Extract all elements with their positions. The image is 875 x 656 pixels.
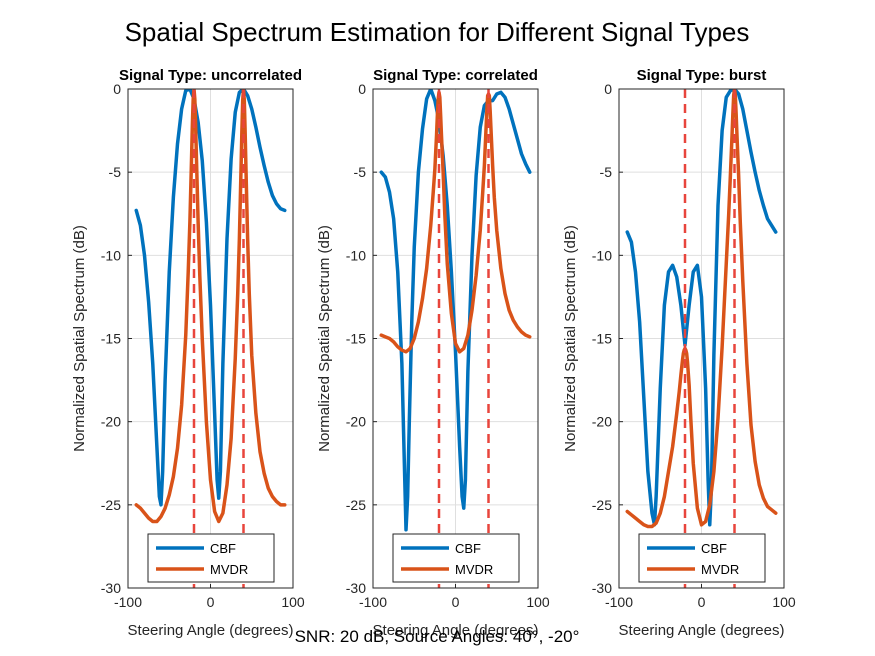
x-tick-label: 0 [698, 594, 706, 610]
series-line-cbf [134, 89, 287, 507]
panel-2: -100 0 100 -30 -25 -20 -15 -10 -5 0 Signal Type: c… [316, 67, 550, 639]
plot-content [134, 89, 287, 588]
y-tick-label: -5 [354, 164, 367, 180]
y-tick-label: -20 [101, 414, 121, 430]
y-tick-label: 0 [604, 81, 612, 97]
series-line-cbf [625, 89, 778, 527]
legend-label: CBF [455, 541, 481, 556]
legend-label: MVDR [210, 562, 248, 577]
y-tick-label: 0 [113, 81, 121, 97]
x-axis-label: Steering Angle (degrees) [128, 622, 294, 639]
y-tick-label: -25 [346, 497, 366, 513]
y-tick-label: -20 [346, 414, 366, 430]
y-tick-label: -15 [592, 331, 612, 347]
plot-content [379, 89, 532, 588]
x-tick-label: 100 [281, 594, 305, 610]
y-tick-label: 0 [358, 81, 366, 97]
x-tick-label: 0 [452, 594, 460, 610]
legend: CBF MVDR [147, 533, 275, 583]
figure-title: Spatial Spectrum Estimation for Differen… [125, 17, 750, 47]
panel-title: Signal Type: burst [637, 67, 767, 84]
figure-footer: SNR: 20 dB, Source Angles: 40°, -20° [295, 627, 580, 646]
series-line-mvdr [625, 89, 778, 529]
x-tick-label: 100 [772, 594, 796, 610]
legend-label: MVDR [701, 562, 739, 577]
y-tick-label: -5 [109, 164, 122, 180]
series-line-mvdr [134, 89, 287, 524]
x-tick-label: 0 [207, 594, 215, 610]
y-tick-label: -30 [101, 580, 121, 596]
y-tick-label: -15 [346, 331, 366, 347]
legend-box [638, 533, 766, 583]
y-tick-label: -10 [592, 247, 612, 263]
series-line-mvdr [379, 90, 532, 354]
panel-title: Signal Type: correlated [373, 67, 538, 84]
legend-label: MVDR [455, 562, 493, 577]
legend-box [147, 533, 275, 583]
x-tick-label: -100 [114, 594, 142, 610]
x-tick-label: 100 [526, 594, 550, 610]
y-axis-label: Normalized Spatial Spectrum (dB) [71, 225, 88, 452]
panel-title: Signal Type: uncorrelated [119, 67, 302, 84]
x-axis-label: Steering Angle (degrees) [373, 622, 539, 639]
x-axis-label: Steering Angle (degrees) [619, 622, 785, 639]
legend: CBF MVDR [392, 533, 520, 583]
y-tick-label: -20 [592, 414, 612, 430]
y-tick-label: -5 [600, 164, 613, 180]
plot-content [625, 89, 778, 588]
series-line-cbf [379, 89, 532, 532]
y-tick-label: -10 [346, 247, 366, 263]
y-tick-label: -10 [101, 247, 121, 263]
x-tick-label: -100 [605, 594, 633, 610]
legend-label: CBF [210, 541, 236, 556]
y-tick-label: -30 [346, 580, 366, 596]
x-tick-label: -100 [359, 594, 387, 610]
y-tick-label: -25 [592, 497, 612, 513]
y-tick-label: -15 [101, 331, 121, 347]
legend-box [392, 533, 520, 583]
panel-3: -100 0 100 -30 -25 -20 -15 -10 -5 0 Signal Type: b… [562, 67, 796, 639]
legend-label: CBF [701, 541, 727, 556]
y-tick-label: -30 [592, 580, 612, 596]
y-axis-label: Normalized Spatial Spectrum (dB) [562, 225, 579, 452]
legend: CBF MVDR [638, 533, 766, 583]
y-tick-label: -25 [101, 497, 121, 513]
y-axis-label: Normalized Spatial Spectrum (dB) [316, 225, 333, 452]
